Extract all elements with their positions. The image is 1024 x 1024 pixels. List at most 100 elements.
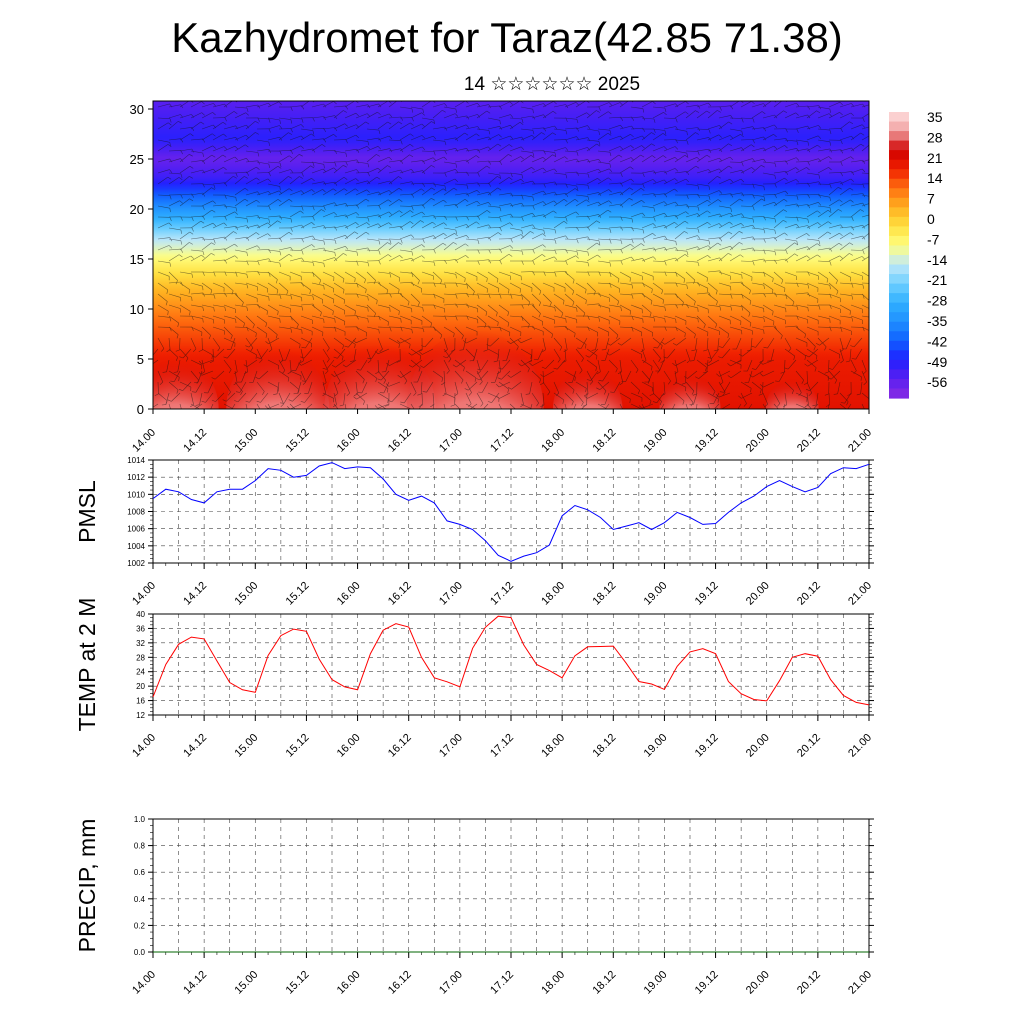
wind-barb-flag [256, 166, 260, 170]
wind-barb-flag [440, 334, 443, 339]
wind-barb [575, 282, 587, 290]
wind-barb-flag [596, 110, 600, 113]
wind-barb [201, 271, 215, 273]
wind-barb-flag [708, 185, 710, 190]
wind-barb [454, 381, 459, 394]
wind-barb-flag [686, 194, 689, 200]
wind-barb [610, 337, 621, 346]
wind-barb [157, 282, 168, 291]
wind-barb [399, 106, 412, 109]
wind-barb [258, 370, 269, 380]
wind-barb [355, 337, 368, 344]
wind-barb [520, 392, 524, 405]
wind-barb-flag [200, 220, 205, 224]
wind-barb [432, 216, 446, 218]
wind-barb [573, 403, 577, 409]
wind-barb-flag [345, 235, 349, 239]
wind-barb [751, 227, 764, 230]
wind-barb [718, 271, 731, 277]
wind-barb-flag [706, 154, 711, 158]
wind-barb-flag [455, 229, 457, 234]
wind-barb [371, 348, 379, 360]
wind-barb [454, 171, 468, 174]
wind-barb [366, 137, 379, 141]
wind-barb-flag [245, 144, 249, 148]
wind-barb-flag [367, 247, 371, 252]
wind-barb-flag [664, 108, 667, 113]
wind-barb-flag [664, 326, 667, 331]
wind-barb [613, 381, 621, 393]
wind-barb [608, 326, 619, 336]
wind-barb-flag [774, 194, 777, 199]
wind-barb [212, 216, 226, 218]
wind-barb [751, 194, 764, 197]
wind-barb [278, 392, 284, 405]
wind-barb-flag [212, 112, 216, 116]
wind-barb [487, 260, 501, 262]
wind-barb [190, 326, 203, 333]
wind-barb [828, 112, 840, 119]
wind-barb [278, 253, 290, 262]
wind-barb [223, 282, 234, 291]
wind-barb [300, 293, 313, 297]
wind-barb [542, 191, 555, 196]
wind-barb [489, 337, 500, 347]
wind-barb-flag [763, 186, 765, 191]
wind-barb-flag [695, 132, 699, 135]
wind-barb [839, 135, 852, 141]
wind-barb-flag [180, 229, 182, 234]
wind-barb [828, 255, 840, 262]
wind-barb-flag [576, 239, 579, 244]
wind-barb-flag [257, 304, 260, 309]
wind-barb-flag [807, 246, 811, 251]
wind-barb-flag [466, 159, 470, 164]
wind-barb [520, 194, 533, 198]
colorbar-swatch [889, 302, 909, 313]
wind-barb [410, 381, 417, 393]
wind-barb-flag [851, 171, 855, 176]
wind-barb-flag [478, 391, 483, 393]
wind-barb [722, 337, 731, 348]
wind-barb-flag [530, 231, 534, 234]
wind-barb [751, 127, 764, 130]
wind-barb [278, 155, 290, 163]
wind-barb-flag [477, 240, 480, 245]
wind-barb-flag [519, 288, 521, 293]
wind-barb [355, 161, 368, 164]
wind-barb-flag [596, 220, 601, 224]
wind-barb-flag [674, 178, 678, 182]
wind-barb-flag [662, 133, 667, 136]
wind-barb [179, 176, 190, 185]
wind-barb [212, 248, 225, 251]
wind-barb [300, 348, 304, 361]
wind-barb-flag [807, 307, 809, 312]
wind-barb [267, 237, 281, 240]
wind-barb-flag [267, 233, 271, 237]
wind-barb [355, 216, 369, 219]
x-tick-label: 20.12 [795, 427, 823, 455]
wind-barb [333, 271, 345, 279]
wind-barb-flag [575, 255, 579, 259]
wind-barb [289, 124, 302, 130]
wind-barb [267, 161, 281, 164]
wind-barb-flag [446, 370, 450, 374]
wind-barb-flag [839, 101, 844, 106]
wind-barb-flag [433, 282, 436, 287]
x-tick-label: 14.00 [130, 969, 158, 997]
wind-barb-flag [674, 188, 678, 192]
wind-barb [586, 128, 599, 132]
wind-barb [828, 224, 841, 229]
x-tick-label: 17.12 [488, 580, 516, 608]
wind-barb [696, 222, 708, 229]
wind-barb [543, 370, 555, 378]
wind-barb [498, 213, 511, 218]
wind-barb [388, 381, 401, 387]
wind-barb-flag [331, 364, 336, 368]
wind-barb [641, 170, 654, 174]
wind-barb [179, 304, 191, 312]
wind-barb [388, 116, 402, 119]
wind-barb [740, 381, 752, 389]
wind-barb-flag [693, 301, 696, 306]
wind-barb-flag [301, 380, 307, 382]
wind-barb [443, 178, 456, 185]
